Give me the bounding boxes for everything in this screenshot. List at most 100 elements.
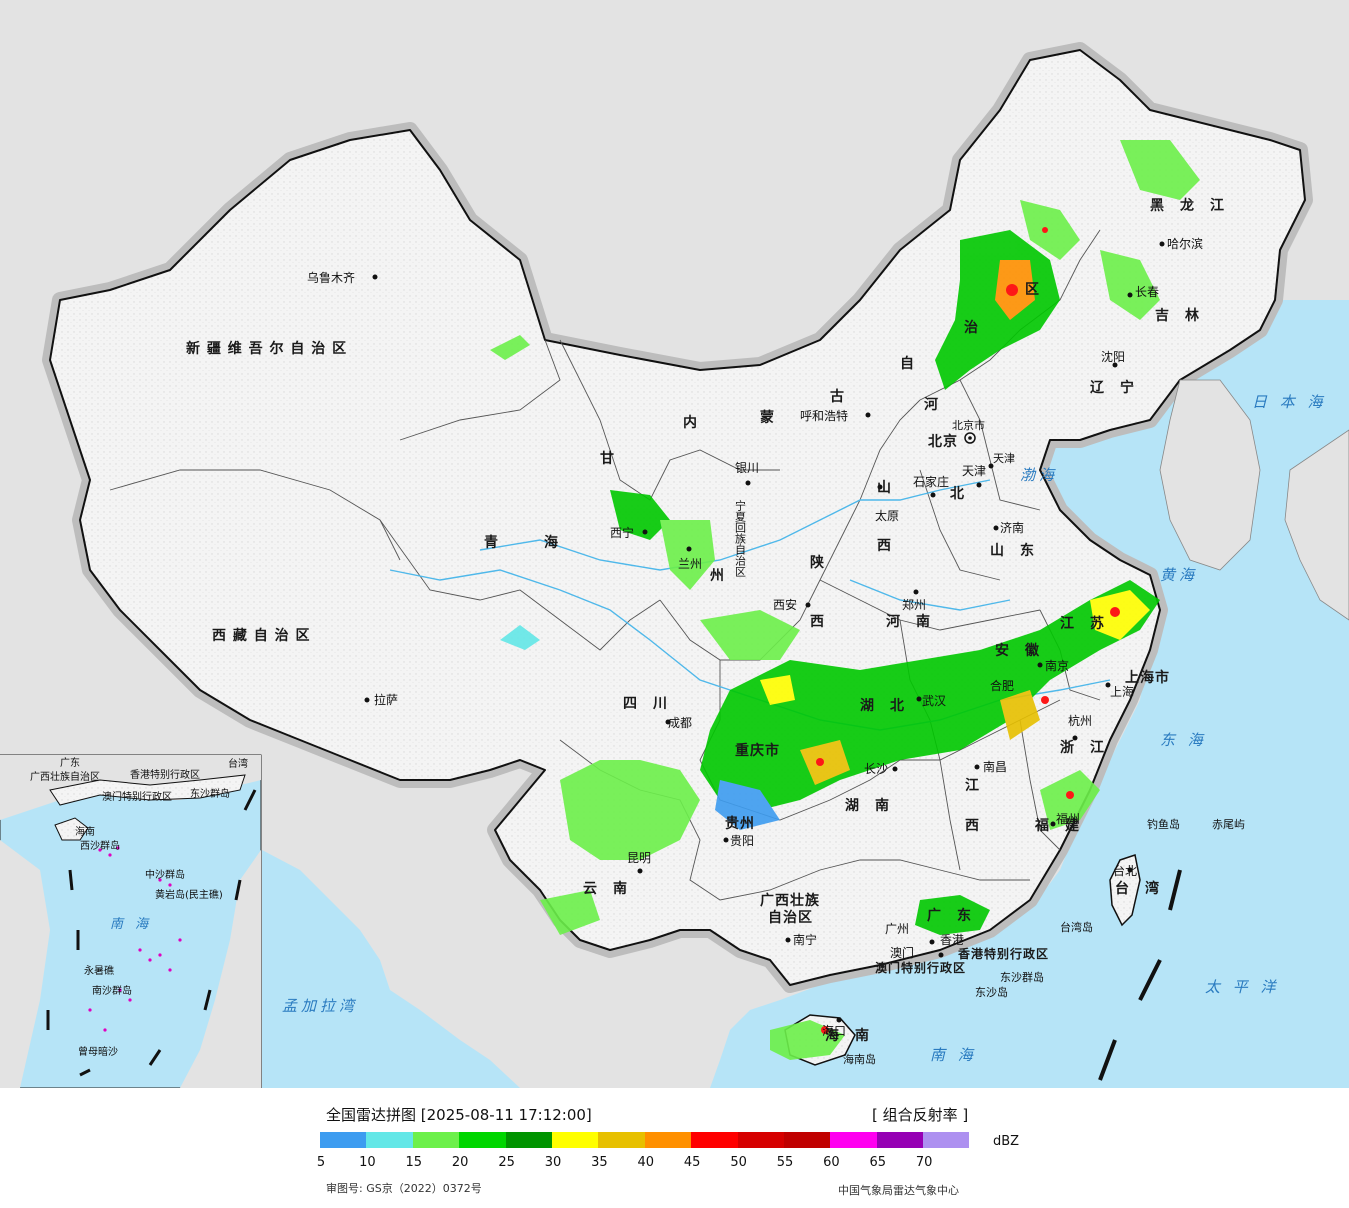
- city-taipei: 台北: [1113, 863, 1137, 878]
- capital-markers: [364, 241, 1165, 1023]
- tick-label: 15: [405, 1155, 423, 1170]
- label-neimenggu-5: 治: [964, 319, 979, 336]
- color-swatch: [644, 1132, 692, 1148]
- label-fujian: 福 建: [1034, 817, 1080, 834]
- label-hebei-1: 河: [924, 396, 939, 413]
- label-gansu-zhou: 州: [709, 568, 725, 584]
- label-beijing: 北京: [928, 433, 958, 450]
- south-sea-inset: [0, 754, 262, 1089]
- label-neimenggu-6: 区: [1025, 282, 1040, 298]
- color-scale-bar: [320, 1132, 970, 1148]
- tick-label: 40: [637, 1155, 655, 1170]
- inset-hai: 海南: [75, 825, 95, 838]
- color-swatch: [737, 1132, 784, 1148]
- tick-label: 50: [730, 1155, 747, 1170]
- credit-text: 中国气象局雷达气象中心: [838, 1184, 959, 1197]
- label-jiangsu: 江 苏: [1060, 615, 1105, 632]
- label-taiwan: 台 湾: [1115, 880, 1160, 897]
- city-changchun: 长春: [1135, 285, 1159, 299]
- label-gansu: 甘: [600, 450, 615, 467]
- city-jinan: 济南: [1000, 520, 1024, 535]
- label-hebei-2: 北: [950, 486, 965, 502]
- city-beijing: 北京市: [952, 418, 985, 432]
- island-dongsha2: 东沙岛: [975, 985, 1008, 999]
- tick-label: 45: [683, 1155, 701, 1170]
- radar-echoes: [490, 140, 1200, 1060]
- city-nanchang: 南昌: [983, 759, 1007, 774]
- tick-label: 20: [451, 1155, 469, 1170]
- label-shaanxi-2: 西: [810, 614, 825, 630]
- inset-hk: 香港特别行政区: [130, 768, 200, 781]
- city-guangzhou: 广州: [885, 922, 909, 936]
- inset-gd: 广东: [60, 756, 80, 769]
- city-kunming: 昆明: [627, 851, 651, 865]
- label-jiangxi-2: 西: [965, 818, 980, 834]
- city-lanzhou: 兰州: [678, 557, 702, 571]
- city-hangzhou: 杭州: [1068, 713, 1092, 728]
- label-shaanxi-1: 陕: [810, 554, 825, 571]
- city-guiyang: 贵阳: [730, 834, 754, 848]
- label-henan: 河 南: [886, 613, 931, 630]
- label-xizang: 西 藏 自 治 区: [212, 627, 311, 644]
- inset-zhongsha: 中沙群岛: [145, 868, 185, 881]
- island-chiwei: 赤尾屿: [1212, 818, 1245, 831]
- city-lhasa: 拉萨: [374, 692, 398, 707]
- color-swatch: [598, 1132, 645, 1148]
- color-swatch: [505, 1132, 552, 1148]
- color-swatch: [783, 1132, 831, 1148]
- tick-label: 55: [776, 1155, 794, 1170]
- label-neimenggu-1: 内: [683, 414, 698, 431]
- radar-map: 新 疆 维 吾 尔 自 治 区 西 藏 自 治 区 青 海 甘 内 蒙 古 自 …: [0, 0, 1349, 1089]
- color-swatch: [923, 1132, 970, 1148]
- color-swatch: [366, 1132, 413, 1148]
- island-taiwan: 台湾岛: [1060, 920, 1093, 934]
- tick-label: 25: [498, 1155, 515, 1170]
- label-jilin: 吉 林: [1155, 307, 1200, 324]
- label-ningxia: 宁夏回族自治区: [734, 499, 747, 577]
- tick-label: 30: [544, 1155, 562, 1170]
- city-tianjin: 天津: [962, 464, 986, 478]
- label-hainan: 海 南: [825, 1027, 870, 1044]
- sea-west: [262, 850, 520, 1088]
- label-neimenggu-2: 蒙: [760, 409, 775, 426]
- korea: [1159, 379, 1261, 571]
- label-shandong: 山 东: [990, 542, 1035, 559]
- label-neimenggu-3: 古: [830, 388, 845, 405]
- city-chengdu: 成都: [668, 716, 692, 730]
- label-zhejiang: 浙 江: [1060, 739, 1105, 756]
- inset-south-sea: 南 海: [110, 917, 152, 932]
- color-swatch: [412, 1132, 460, 1148]
- inset-nansha: 南沙群岛: [92, 984, 132, 997]
- sea-south: 南 海: [930, 1046, 977, 1064]
- label-guangxi-1: 广西壮族: [760, 892, 820, 909]
- label-xinjiang: 新 疆 维 吾 尔 自 治 区: [186, 340, 347, 357]
- city-shenyang: 沈阳: [1101, 349, 1125, 364]
- label-neimenggu-4: 自: [900, 355, 915, 372]
- tick-label: 70: [915, 1155, 933, 1170]
- tick-label: 5: [316, 1155, 326, 1170]
- inset-taiwan: 台湾: [228, 757, 248, 770]
- city-harbin: 哈尔滨: [1167, 236, 1203, 251]
- city-wuhan: 武汉: [922, 694, 946, 708]
- city-shanghai: 上海: [1110, 684, 1134, 699]
- city-nanjing: 南京: [1045, 658, 1069, 673]
- city-hongkong: 香港: [940, 933, 964, 947]
- label-tianjin: 天津: [993, 452, 1015, 465]
- color-swatch: [320, 1132, 367, 1148]
- label-shanxi-2: 西: [877, 538, 892, 554]
- color-swatch: [551, 1132, 599, 1148]
- color-swatch: [876, 1132, 924, 1148]
- sea-japan: 日 本 海: [1252, 393, 1327, 411]
- legend-title: 全国雷达拼图 [2025-08-11 17:12:00]: [326, 1106, 592, 1124]
- approval-number: 审图号: GS京（2022）0372号: [326, 1182, 482, 1195]
- city-taiyuan: 太原: [875, 508, 899, 523]
- unit-label: dBZ: [993, 1134, 1020, 1149]
- tick-label: 60: [823, 1155, 840, 1170]
- label-macau: 澳门特别行政区: [875, 960, 966, 975]
- city-hohhot: 呼和浩特: [800, 408, 848, 423]
- label-liaoning: 辽 宁: [1090, 379, 1135, 396]
- inset-huangyan: 黄岩岛(民主礁): [155, 888, 223, 901]
- label-hubei: 湖 北: [860, 698, 905, 714]
- city-shijiazhuang: 石家庄: [913, 474, 949, 489]
- color-scale-ticks: 5 10 15 20 25 30 35 40 45 50 55 60 65 70: [0, 1155, 1349, 1171]
